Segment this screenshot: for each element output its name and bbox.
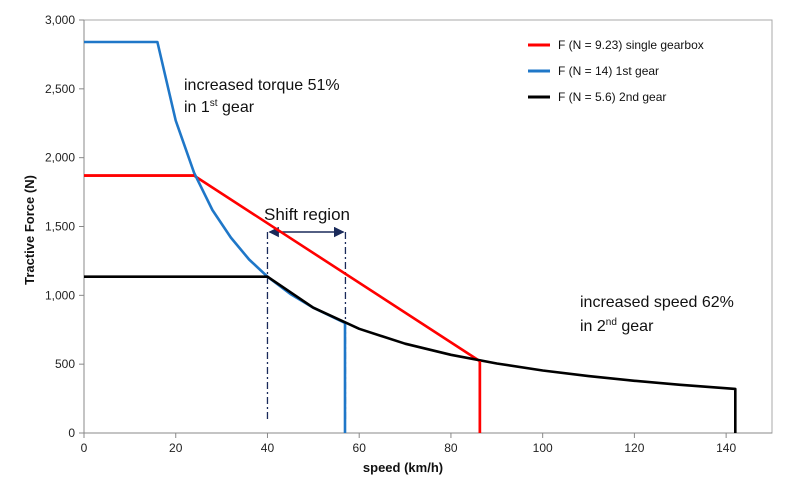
y-tick-label: 2,500 [45, 82, 75, 96]
x-tick-label: 120 [624, 441, 644, 455]
y-tick-label: 1,000 [45, 288, 75, 302]
x-tick-label: 40 [261, 441, 275, 455]
y-tick-label: 3,000 [45, 13, 75, 27]
speed-annotation-line2: in 2nd gear [580, 317, 654, 335]
speed-line2-prefix: in 2 [580, 318, 606, 335]
legend-label: F (N = 14) 1st gear [558, 64, 659, 78]
y-tick-label: 2,000 [45, 151, 75, 165]
x-tick-label: 100 [533, 441, 553, 455]
legend-label: F (N = 5.6) 2nd gear [558, 90, 666, 104]
shift-region-label: Shift region [264, 205, 350, 224]
y-tick-label: 500 [55, 357, 75, 371]
series-layer [84, 40, 737, 433]
x-axis-ticks: 0 20 40 60 80 100 120 140 [81, 433, 736, 455]
y-axis-title: Tractive Force (N) [22, 175, 37, 285]
torque-line2-sup: st [210, 98, 218, 109]
x-tick-label: 80 [444, 441, 458, 455]
speed-line2-sup: nd [606, 317, 617, 328]
y-tick-label: 0 [68, 426, 75, 440]
shift-region [266, 226, 347, 422]
torque-line2-suffix: gear [218, 99, 255, 116]
legend-label: F (N = 9.23) single gearbox [558, 38, 704, 52]
x-tick-label: 140 [716, 441, 736, 455]
x-tick-label: 0 [81, 441, 88, 455]
legend: F (N = 9.23) single gearbox F (N = 14) 1s… [528, 38, 704, 104]
speed-line2-suffix: gear [617, 318, 654, 335]
torque-annotation-line2: in 1st gear [184, 98, 255, 116]
y-tick-label: 1,500 [45, 220, 75, 234]
torque-line2-prefix: in 1 [184, 99, 210, 116]
y-axis-ticks: 0 500 1,000 1,500 2,000 2,500 3,000 [45, 13, 84, 440]
x-axis-title: speed (km/h) [363, 460, 443, 475]
speed-annotation: increased speed 62% [580, 294, 734, 311]
x-tick-label: 20 [169, 441, 183, 455]
x-tick-label: 60 [353, 441, 367, 455]
torque-annotation: increased torque 51% [184, 77, 340, 94]
series-line-second-gear [84, 275, 737, 433]
